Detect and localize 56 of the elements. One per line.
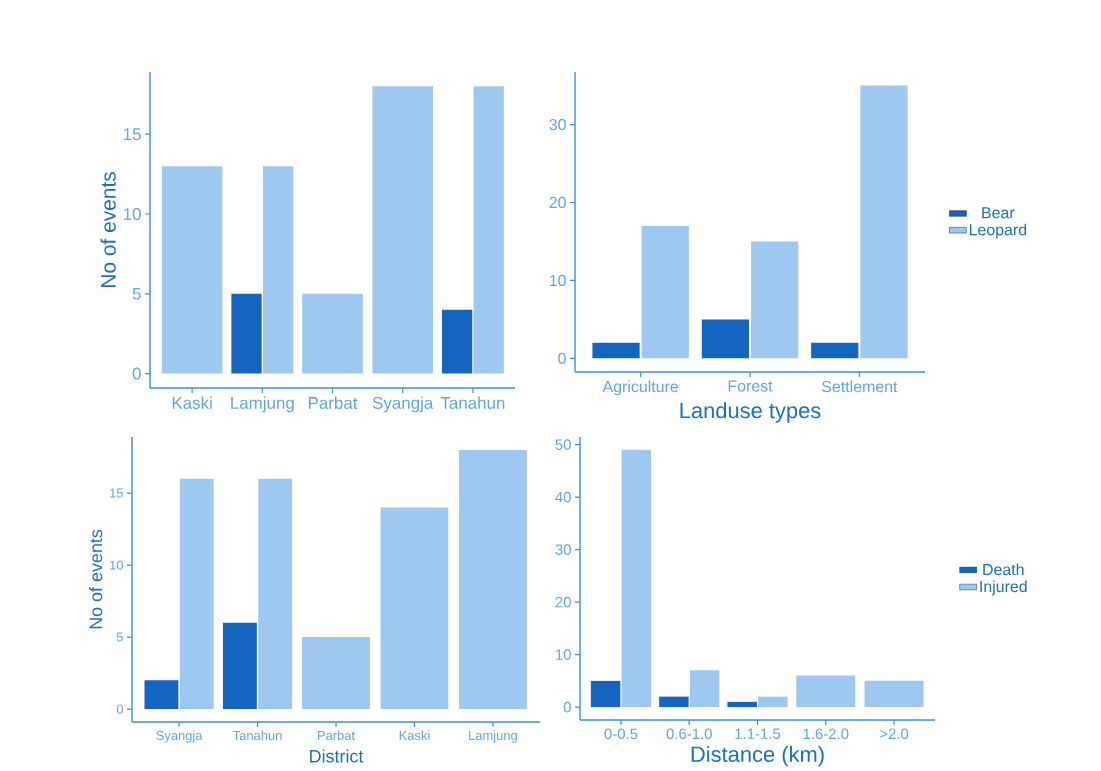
- y-tick-label: 20: [555, 596, 571, 608]
- y-tick-label: 10: [549, 274, 566, 287]
- x-tick-label: Tanahun: [233, 730, 282, 741]
- bar: [641, 225, 689, 359]
- x-axis-title: District: [310, 749, 364, 763]
- y-tick-label: 30: [555, 544, 571, 555]
- x-axis-title: Distance (km): [691, 745, 824, 767]
- y-axis-title: No of events: [100, 172, 116, 287]
- y-tick-label: 5: [116, 632, 123, 642]
- x-tick-label: Syangja: [372, 396, 434, 413]
- bar: [372, 86, 434, 374]
- y-tick-label: 0: [563, 701, 571, 713]
- x-tick-label: Forest: [728, 380, 773, 392]
- x-tick-label: Syangja: [156, 730, 203, 743]
- y-tick-label: 40: [555, 491, 571, 503]
- x-tick-label: 0.6-1.0: [666, 728, 712, 740]
- bar: [231, 293, 262, 374]
- y-tick-label: 10: [123, 208, 141, 221]
- x-tick-label: 1.6-2.0: [803, 728, 849, 740]
- y-tick-label: 15: [110, 488, 123, 498]
- legend-label: Leopard: [969, 223, 1027, 239]
- x-tick-label: Agriculture: [602, 380, 679, 396]
- y-tick-label: 0: [558, 352, 566, 364]
- y-tick-label: 10: [110, 560, 123, 570]
- legend-label: Bear: [982, 207, 1015, 219]
- x-tick-label: Parbat: [308, 396, 358, 409]
- x-tick-label: Lamjung: [469, 730, 517, 743]
- x-tick-label: Settlement: [822, 380, 898, 393]
- x-tick-label: Lamjung: [231, 396, 294, 413]
- x-tick-label: Kaski: [172, 396, 212, 409]
- bar: [302, 293, 363, 374]
- bar: [701, 319, 750, 359]
- bar: [811, 342, 859, 359]
- legend-label: Injured: [980, 580, 1027, 596]
- y-tick-label: 0: [116, 704, 123, 714]
- bar: [592, 342, 640, 359]
- x-axis-title: Landuse types: [680, 402, 821, 423]
- y-tick-label: 10: [556, 649, 571, 660]
- bar: [441, 309, 473, 374]
- x-tick-label: Kaski: [399, 730, 430, 741]
- x-tick-label: 0-0.5: [604, 728, 638, 740]
- y-tick-label: 15: [123, 128, 141, 141]
- y-tick-label: 0: [132, 367, 141, 380]
- y-axis-title: No of events: [89, 529, 103, 629]
- y-tick-label: 30: [549, 118, 566, 131]
- x-tick-label: Tanahun: [440, 396, 505, 409]
- x-tick-label: >2.0: [880, 728, 909, 740]
- y-tick-label: 50: [555, 439, 571, 450]
- x-tick-label: Parbat: [317, 730, 355, 741]
- legend-label: Death: [983, 563, 1024, 576]
- y-tick-label: 20: [549, 196, 566, 209]
- bar: [161, 166, 223, 374]
- bar: [751, 241, 799, 359]
- y-tick-label: 5: [132, 287, 141, 300]
- x-tick-label: 1.1-1.5: [735, 728, 781, 739]
- bar: [860, 85, 908, 359]
